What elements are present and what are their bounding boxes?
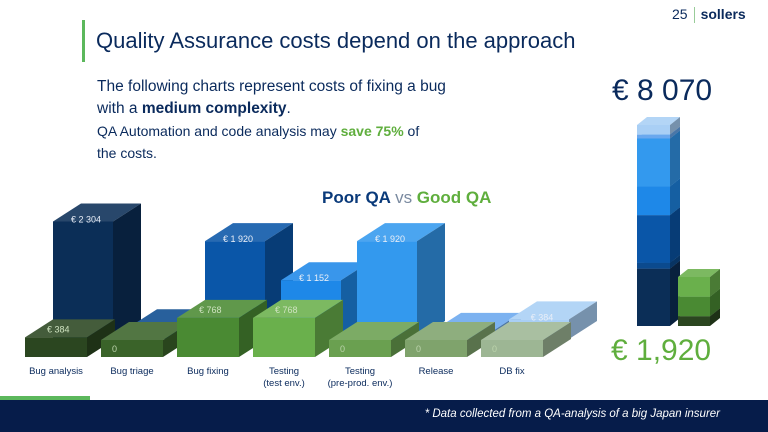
total-poor-segment — [637, 262, 670, 269]
footer-accent — [0, 396, 90, 400]
total-poor-segment-side — [670, 254, 680, 269]
legend-good-qa: Good QA — [416, 188, 492, 207]
good-qa-label: 0 — [416, 344, 421, 354]
total-poor-segment — [637, 268, 670, 326]
intro-text-part: . — [286, 100, 291, 117]
good-qa-bar-top — [25, 319, 115, 338]
poor-qa-label: € 384 — [531, 312, 554, 322]
total-good-segment-side — [710, 288, 720, 317]
good-qa-bar-side — [543, 322, 571, 357]
total-poor-segment-side — [670, 117, 680, 135]
total-poor-qa: € 8 070 — [612, 74, 713, 107]
total-poor-segment — [637, 134, 670, 139]
total-poor-segment-side — [670, 130, 680, 187]
category-label: Bug analysis — [29, 366, 83, 377]
category-label: Release — [418, 366, 454, 377]
sollers-logo: 25 sollers — [672, 6, 746, 24]
good-qa-bar — [101, 340, 163, 357]
poor-qa-bar — [357, 241, 417, 339]
category-label: Testing (test env.) — [263, 366, 305, 389]
good-qa-bar-top — [481, 322, 571, 340]
intro-line: The following charts represent costs of … — [97, 78, 446, 95]
bar-chart: € 2 304€ 230€ 1 920€ 1 152€ 1 920€ 160€ … — [25, 117, 720, 357]
good-qa-bar-top — [253, 299, 343, 318]
total-poor-segment — [637, 125, 670, 135]
total-poor-segment-side — [670, 207, 680, 263]
intro-text-part: of — [403, 123, 420, 139]
good-qa-bar-top — [177, 299, 267, 318]
category-label: DB fix — [499, 366, 525, 377]
total-poor-segment-side — [670, 260, 680, 326]
total-poor-segment — [637, 186, 670, 216]
intro-text-part: QA Automation and code analysis may — [97, 123, 341, 139]
good-qa-label: 0 — [492, 344, 497, 354]
total-good-segment-side — [710, 308, 720, 326]
total-good-segment — [678, 316, 710, 326]
category-label: Bug triage — [110, 366, 154, 377]
total-good-qa: € 1,920 — [611, 334, 712, 367]
good-qa-bar-top — [405, 322, 495, 340]
poor-qa-bar-top — [357, 223, 445, 242]
poor-qa-bar-top — [53, 203, 141, 222]
good-qa-bar — [177, 317, 239, 357]
total-poor-segment — [637, 138, 670, 187]
poor-qa-bar-top — [509, 301, 597, 320]
category-label: Bug fixing — [187, 366, 229, 377]
poor-qa-bar-top — [281, 262, 369, 281]
total-poor-segment — [637, 215, 670, 263]
good-qa-label: € 768 — [275, 305, 298, 315]
poor-qa-label: € 2 304 — [71, 214, 101, 224]
good-qa-label: € 768 — [199, 305, 222, 315]
anniversary-mark: 25 — [672, 6, 688, 22]
total-poor-segment-side — [670, 126, 680, 139]
poor-qa-bar-top — [205, 223, 293, 242]
footer-bar — [0, 400, 768, 432]
total-good-segment — [678, 296, 710, 317]
total-poor-segment-top — [637, 117, 680, 125]
good-qa-bar-side — [467, 322, 495, 357]
legend-poor-qa: Poor QA — [322, 188, 391, 207]
good-qa-bar — [481, 340, 543, 357]
savings-highlight: save 75% — [340, 123, 404, 139]
good-qa-label: 0 — [340, 344, 345, 354]
total-good-segment — [678, 277, 710, 297]
intro-text: The following charts represent costs of … — [97, 76, 497, 164]
poor-qa-label: € 1 920 — [375, 234, 405, 244]
title-accent-line — [82, 20, 85, 62]
good-qa-label: € 384 — [47, 324, 70, 334]
poor-qa-bar — [53, 221, 113, 339]
good-qa-bar — [253, 317, 315, 357]
footnote: * Data collected from a QA-analysis of a… — [424, 408, 720, 420]
good-qa-bar-top — [329, 322, 419, 340]
poor-qa-bar-side — [113, 203, 141, 339]
page-title: Quality Assurance costs depend on the ap… — [96, 28, 576, 53]
category-label: Testing (pre-prod. env.) — [327, 366, 393, 389]
total-good-segment-side — [710, 269, 720, 297]
poor-qa-bar-side — [569, 301, 597, 339]
total-good-segment-top — [678, 269, 720, 277]
poor-qa-label: € 1 920 — [223, 234, 253, 244]
chart-legend-title: Poor QA vs Good QA — [322, 188, 491, 208]
medium-complexity: medium complexity — [141, 100, 287, 117]
poor-qa-label: € 1 152 — [299, 273, 329, 283]
good-qa-bar — [25, 337, 87, 357]
brand-name: sollers — [700, 6, 746, 22]
total-poor-segment-side — [670, 178, 680, 216]
intro-line: the costs. — [97, 145, 157, 161]
good-qa-bar-side — [391, 322, 419, 357]
good-qa-label: 0 — [112, 344, 117, 354]
good-qa-bar-top — [101, 322, 191, 340]
good-qa-bar — [329, 340, 391, 357]
poor-qa-bar-side — [417, 223, 445, 339]
good-qa-bar-side — [87, 319, 115, 357]
good-qa-bar — [405, 340, 467, 357]
intro-text-part: with a — [97, 100, 142, 117]
legend-vs: vs — [395, 188, 413, 207]
